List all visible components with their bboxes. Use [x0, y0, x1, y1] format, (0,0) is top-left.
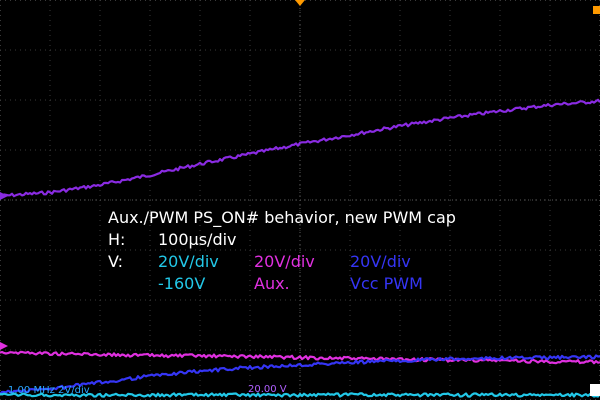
channel-marker-aux: [0, 342, 8, 350]
series-line: [0, 354, 600, 395]
trigger-level-readout: 20.00 V: [248, 384, 287, 395]
scale-channel-2: 20V/div: [254, 252, 315, 271]
vertical-label: V:: [108, 252, 124, 271]
channel-marker: [0, 192, 8, 200]
series-line: [0, 98, 600, 198]
label-channel-1: -160V: [158, 274, 206, 293]
series-line: [0, 392, 600, 398]
trigger-marker-icon: [593, 6, 600, 14]
trigger-level-icon: [590, 384, 600, 396]
scale-channel-3: 20V/div: [350, 252, 411, 271]
horizontal-label: H:: [108, 230, 126, 249]
horizontal-scale: 100µs/div: [158, 230, 237, 249]
bottom-left-readout: 1.00 MHz 2V/div: [8, 385, 90, 396]
chart-title: Aux./PWM PS_ON# behavior, new PWM cap: [108, 208, 456, 227]
series-line: [0, 350, 600, 365]
label-channel-2: Aux.: [254, 274, 290, 293]
label-channel-3: Vcc PWM: [350, 274, 423, 293]
traces: [0, 98, 600, 398]
trigger-position-icon: [295, 0, 305, 6]
scale-channel-1: 20V/div: [158, 252, 219, 271]
